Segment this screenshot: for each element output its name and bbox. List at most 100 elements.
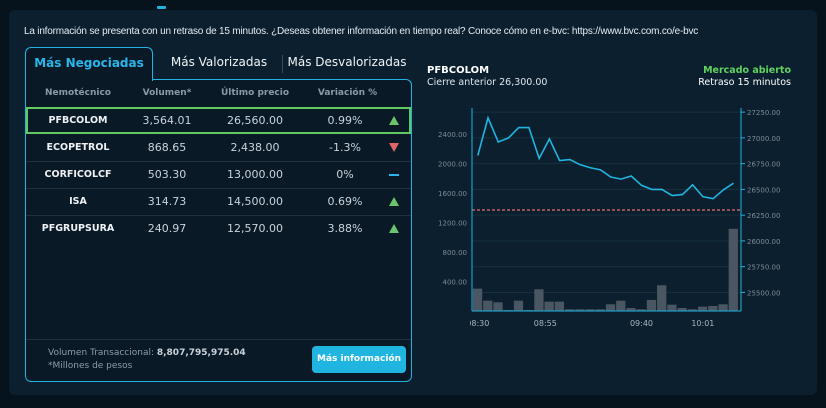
arrow-up-icon [389,197,399,206]
x-tick-label: 08:55 [534,319,557,328]
volume-bar [697,306,708,311]
cell-price: 12,570.00 [227,222,283,235]
cell-price: 2,438.00 [230,141,280,154]
transaction-volume: Volumen Transaccional: 8,807,795,975.04 [48,348,246,358]
header-symbol: Nemotécnico [45,88,111,98]
right-tick-label: 26500.00 [747,186,780,194]
volume-bar [564,309,575,311]
x-tick-label: 10:01 [691,319,714,328]
x-tick-label: 09:40 [630,319,653,328]
volume-bar [646,299,657,311]
right-tick-label: 27250.00 [747,109,780,117]
arrow-up-icon [389,116,399,125]
cell-volume: 240.97 [147,222,187,235]
cell-change: 0.69% [327,195,363,208]
cell-change: 0.99% [327,114,363,127]
table-row[interactable]: ECOPETROL 868.65 2,438.00 -1.3% [26,134,411,161]
cell-volume: 503.30 [147,168,187,181]
volume-bar [503,309,513,311]
table-row[interactable]: PFBCOLOM 3,564.01 26,560.00 0.99% [26,107,411,134]
delay-label: Retraso 15 minutos [698,77,791,88]
volume-bar [483,300,493,311]
market-status: Mercado abierto [703,65,791,76]
previous-close: Cierre anterior 26,300.00 [427,77,548,88]
table-row[interactable]: PFGRUPSURA 240.97 12,570.00 3.88% [26,215,411,242]
x-tick-label: 08:30 [466,319,489,328]
cell-price: 14,500.00 [227,195,283,208]
volume-bar [554,301,565,311]
volume-bar [493,302,503,311]
right-tick-label: 26000.00 [747,238,780,246]
right-tick-label: 25500.00 [747,289,780,297]
cell-volume: 868.65 [147,141,187,154]
footer-divider [26,339,411,340]
volume-bar [513,300,524,311]
volume-note: *Millones de pesos [48,361,133,371]
tab-mas-valorizadas[interactable]: Más Valorizadas [170,55,268,69]
arrow-up-icon [389,224,399,233]
header-change: Variación % [317,88,378,98]
arrow-down-icon [389,143,399,152]
tab-mas-desvalorizadas[interactable]: Más Desvalorizadas [287,55,407,69]
tab-divider [282,55,283,73]
volume-bar [616,300,626,311]
volume-bar [585,309,595,311]
volume-bar [728,228,738,311]
volume-bar [677,307,687,311]
stocks-table [25,79,412,382]
right-tick-label: 27000.00 [747,135,780,143]
volume-bar [687,309,698,311]
volume-bar [534,289,544,311]
left-tick-label: 1200.00 [438,219,467,227]
volume-bar [524,309,534,311]
cell-change: 3.88% [327,222,363,235]
tab-mas-negociadas[interactable]: Más Negociadas [25,47,153,81]
cell-symbol: PFGRUPSURA [41,223,115,234]
row-divider [26,188,411,189]
left-tick-label: 2000.00 [438,160,467,168]
volume-bar [708,305,718,311]
volume-bar [575,309,585,311]
left-tick-label: 1600.00 [438,190,467,198]
table-row[interactable]: ISA 314.73 14,500.00 0.69% [26,188,411,215]
volume-bar [595,309,605,311]
price-line [477,115,734,200]
more-info-button[interactable]: Más información [312,346,406,373]
volume-bar [626,307,636,311]
cell-symbol: PFBCOLOM [48,115,108,126]
cell-change: 0% [336,168,354,181]
volume-bar [636,309,646,311]
volume-bar [472,288,483,311]
volume-bar [605,304,616,311]
header-volume: Volumen* [142,88,192,98]
right-tick-label: 26250.00 [747,212,780,220]
cell-symbol: CORFICOLCF [44,169,112,180]
volume-bar [544,301,554,311]
volume-value: 8,807,795,975.04 [156,348,246,358]
dash-icon [389,174,399,176]
carousel-indicator[interactable] [157,6,166,9]
table-row[interactable]: CORFICOLCF 503.30 13,000.00 0% [26,161,411,188]
cell-symbol: ECOPETROL [46,142,110,153]
delay-notice: La información se presenta con un retras… [24,26,699,37]
cell-volume: 314.73 [147,195,187,208]
cell-symbol: ISA [69,196,87,207]
volume-bar [667,304,677,311]
volume-bar [657,285,667,311]
volume-label: Volumen Transaccional: [48,348,157,358]
cell-change: -1.3% [329,141,361,154]
cell-price: 26,560.00 [227,114,283,127]
right-tick-label: 25750.00 [747,264,780,272]
row-divider [26,215,411,216]
chart-symbol: PFBCOLOM [427,65,490,76]
left-tick-label: 400.00 [443,278,468,286]
header-price: Último precio [220,88,290,98]
cell-price: 13,000.00 [227,168,283,181]
cell-volume: 3,564.01 [142,114,192,127]
right-tick-label: 26750.00 [747,161,780,169]
left-tick-label: 800.00 [443,249,468,257]
row-divider [26,161,411,162]
left-tick-label: 2400.00 [438,131,467,139]
volume-bar [718,304,728,311]
